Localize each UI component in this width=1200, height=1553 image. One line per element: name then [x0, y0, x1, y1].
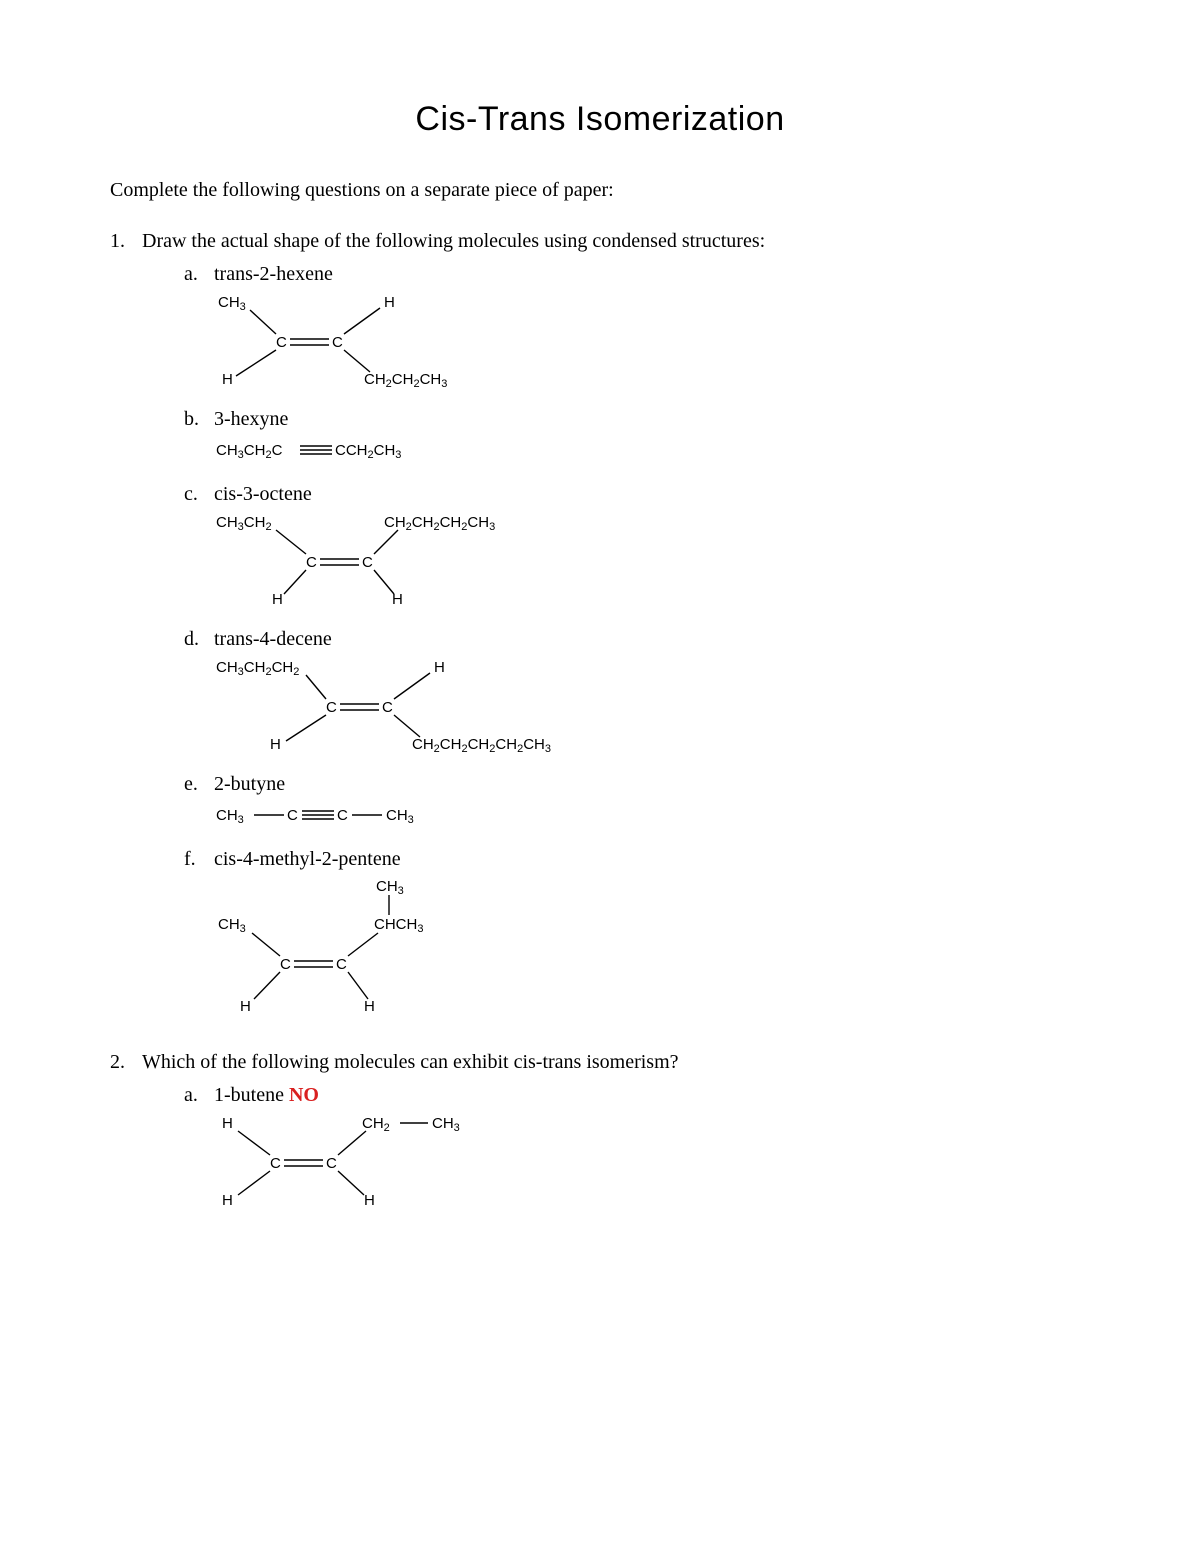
svg-text:C: C: [326, 699, 337, 716]
svg-text:H: H: [364, 1192, 375, 1209]
svg-text:C: C: [306, 554, 317, 571]
sub-letter: a.: [184, 1084, 214, 1107]
diagram-2-butyne: CH3 C C CH3: [214, 802, 1090, 838]
diagram-trans-2-hexene: CH3 H H CH2CH2CH3 C C: [214, 292, 1090, 398]
sub-list-2: a. 1-butene NO H CH2: [142, 1084, 1090, 1219]
svg-text:CH2: CH2: [362, 1115, 390, 1134]
svg-text:H: H: [270, 736, 281, 753]
molecule-svg: CH3CH2 CH2CH2CH2CH3 H H C C: [214, 512, 554, 612]
svg-text:H: H: [222, 1115, 233, 1132]
molecule-svg: CH3 CHCH3 CH3 C C: [214, 877, 494, 1017]
question-number: 1.: [110, 230, 142, 1033]
sub-1c: c. cis-3-octene CH3CH2 CH2CH2CH2CH3 H: [184, 483, 1090, 618]
molecule-svg: CH3CH2C CCH2CH3: [214, 437, 474, 467]
diagram-1-butene: H CH2 CH3 H H C: [214, 1113, 1090, 1219]
svg-text:C: C: [326, 1155, 337, 1172]
question-text: Which of the following molecules can exh…: [142, 1051, 1090, 1074]
svg-text:CH2CH2CH2CH3: CH2CH2CH2CH3: [384, 514, 495, 533]
svg-text:C: C: [336, 956, 347, 973]
sub-letter: c.: [184, 483, 214, 506]
page-title: Cis-Trans Isomerization: [110, 100, 1090, 139]
svg-text:CH3: CH3: [376, 878, 404, 897]
svg-text:H: H: [364, 998, 375, 1015]
svg-text:H: H: [240, 998, 251, 1015]
sub-label: trans-2-hexene: [214, 263, 1090, 286]
svg-text:H: H: [434, 659, 445, 676]
sub-letter: a.: [184, 263, 214, 286]
diagram-cis-3-octene: CH3CH2 CH2CH2CH2CH3 H H C C: [214, 512, 1090, 618]
sub-1b: b. 3-hexyne CH3CH2C CCH2CH3: [184, 408, 1090, 473]
svg-text:CHCH3: CHCH3: [374, 916, 423, 935]
diagram-cis-4-methyl-2-pentene: CH3 CHCH3 CH3 C C: [214, 877, 1090, 1023]
molecule-svg: CH3CH2CH2 H H CH2CH2CH2CH2CH3 C C: [214, 657, 614, 757]
svg-text:CH2CH2CH2CH2CH3: CH2CH2CH2CH2CH3: [412, 736, 551, 755]
question-body: Draw the actual shape of the following m…: [142, 230, 1090, 1033]
sub-letter: f.: [184, 848, 214, 871]
diagram-3-hexyne: CH3CH2C CCH2CH3: [214, 437, 1090, 473]
sub-label: cis-4-methyl-2-pentene: [214, 848, 1090, 871]
sub-1e: e. 2-butyne CH3 C: [184, 773, 1090, 838]
sub-2a: a. 1-butene NO H CH2: [184, 1084, 1090, 1219]
svg-text:H: H: [272, 591, 283, 608]
svg-text:CH3CH2C: CH3CH2C: [216, 442, 283, 461]
svg-text:CH3: CH3: [216, 807, 244, 826]
svg-text:CH2CH2CH3: CH2CH2CH3: [364, 371, 447, 390]
svg-text:CH3CH2CH2: CH3CH2CH2: [216, 659, 299, 678]
svg-text:H: H: [384, 294, 395, 311]
question-body: Which of the following molecules can exh…: [142, 1051, 1090, 1229]
question-list: 1. Draw the actual shape of the followin…: [110, 230, 1090, 1229]
sub-list-1: a. trans-2-hexene CH3 H H: [142, 263, 1090, 1023]
page: Cis-Trans Isomerization Complete the fol…: [0, 0, 1200, 1553]
sub-label: 2-butyne: [214, 773, 1090, 796]
svg-text:CCH2CH3: CCH2CH3: [335, 442, 401, 461]
answer-badge: NO: [289, 1084, 319, 1106]
svg-text:C: C: [337, 807, 348, 824]
svg-text:C: C: [270, 1155, 281, 1172]
molecule-name: 1-butene: [214, 1084, 284, 1106]
instruction-text: Complete the following questions on a se…: [110, 179, 1090, 202]
sub-1f: f. cis-4-methyl-2-pentene CH3 CHCH3: [184, 848, 1090, 1023]
question-2: 2. Which of the following molecules can …: [110, 1051, 1090, 1229]
svg-text:C: C: [382, 699, 393, 716]
diagram-trans-4-decene: CH3CH2CH2 H H CH2CH2CH2CH2CH3 C C: [214, 657, 1090, 763]
sub-label: cis-3-octene: [214, 483, 1090, 506]
svg-text:H: H: [222, 1192, 233, 1209]
molecule-svg: CH3 C C CH3: [214, 802, 474, 832]
sub-label: trans-4-decene: [214, 628, 1090, 651]
sub-1a: a. trans-2-hexene CH3 H H: [184, 263, 1090, 398]
svg-text:H: H: [222, 371, 233, 388]
svg-text:CH3: CH3: [386, 807, 414, 826]
question-number: 2.: [110, 1051, 142, 1229]
sub-letter: b.: [184, 408, 214, 431]
sub-1d: d. trans-4-decene CH3CH2CH2 H H: [184, 628, 1090, 763]
sub-label: 1-butene NO: [214, 1084, 1090, 1107]
sub-letter: d.: [184, 628, 214, 651]
svg-text:C: C: [287, 807, 298, 824]
svg-text:CH3: CH3: [432, 1115, 460, 1134]
sub-label: 3-hexyne: [214, 408, 1090, 431]
question-text: Draw the actual shape of the following m…: [142, 230, 1090, 253]
svg-text:C: C: [280, 956, 291, 973]
svg-text:CH3: CH3: [218, 294, 246, 313]
molecule-svg: CH3 H H CH2CH2CH3 C C: [214, 292, 474, 392]
svg-text:C: C: [332, 334, 343, 351]
svg-text:C: C: [362, 554, 373, 571]
svg-text:CH3: CH3: [218, 916, 246, 935]
sub-letter: e.: [184, 773, 214, 796]
svg-text:C: C: [276, 334, 287, 351]
svg-text:CH3CH2: CH3CH2: [216, 514, 272, 533]
question-1: 1. Draw the actual shape of the followin…: [110, 230, 1090, 1033]
molecule-svg: H CH2 CH3 H H C: [214, 1113, 494, 1213]
